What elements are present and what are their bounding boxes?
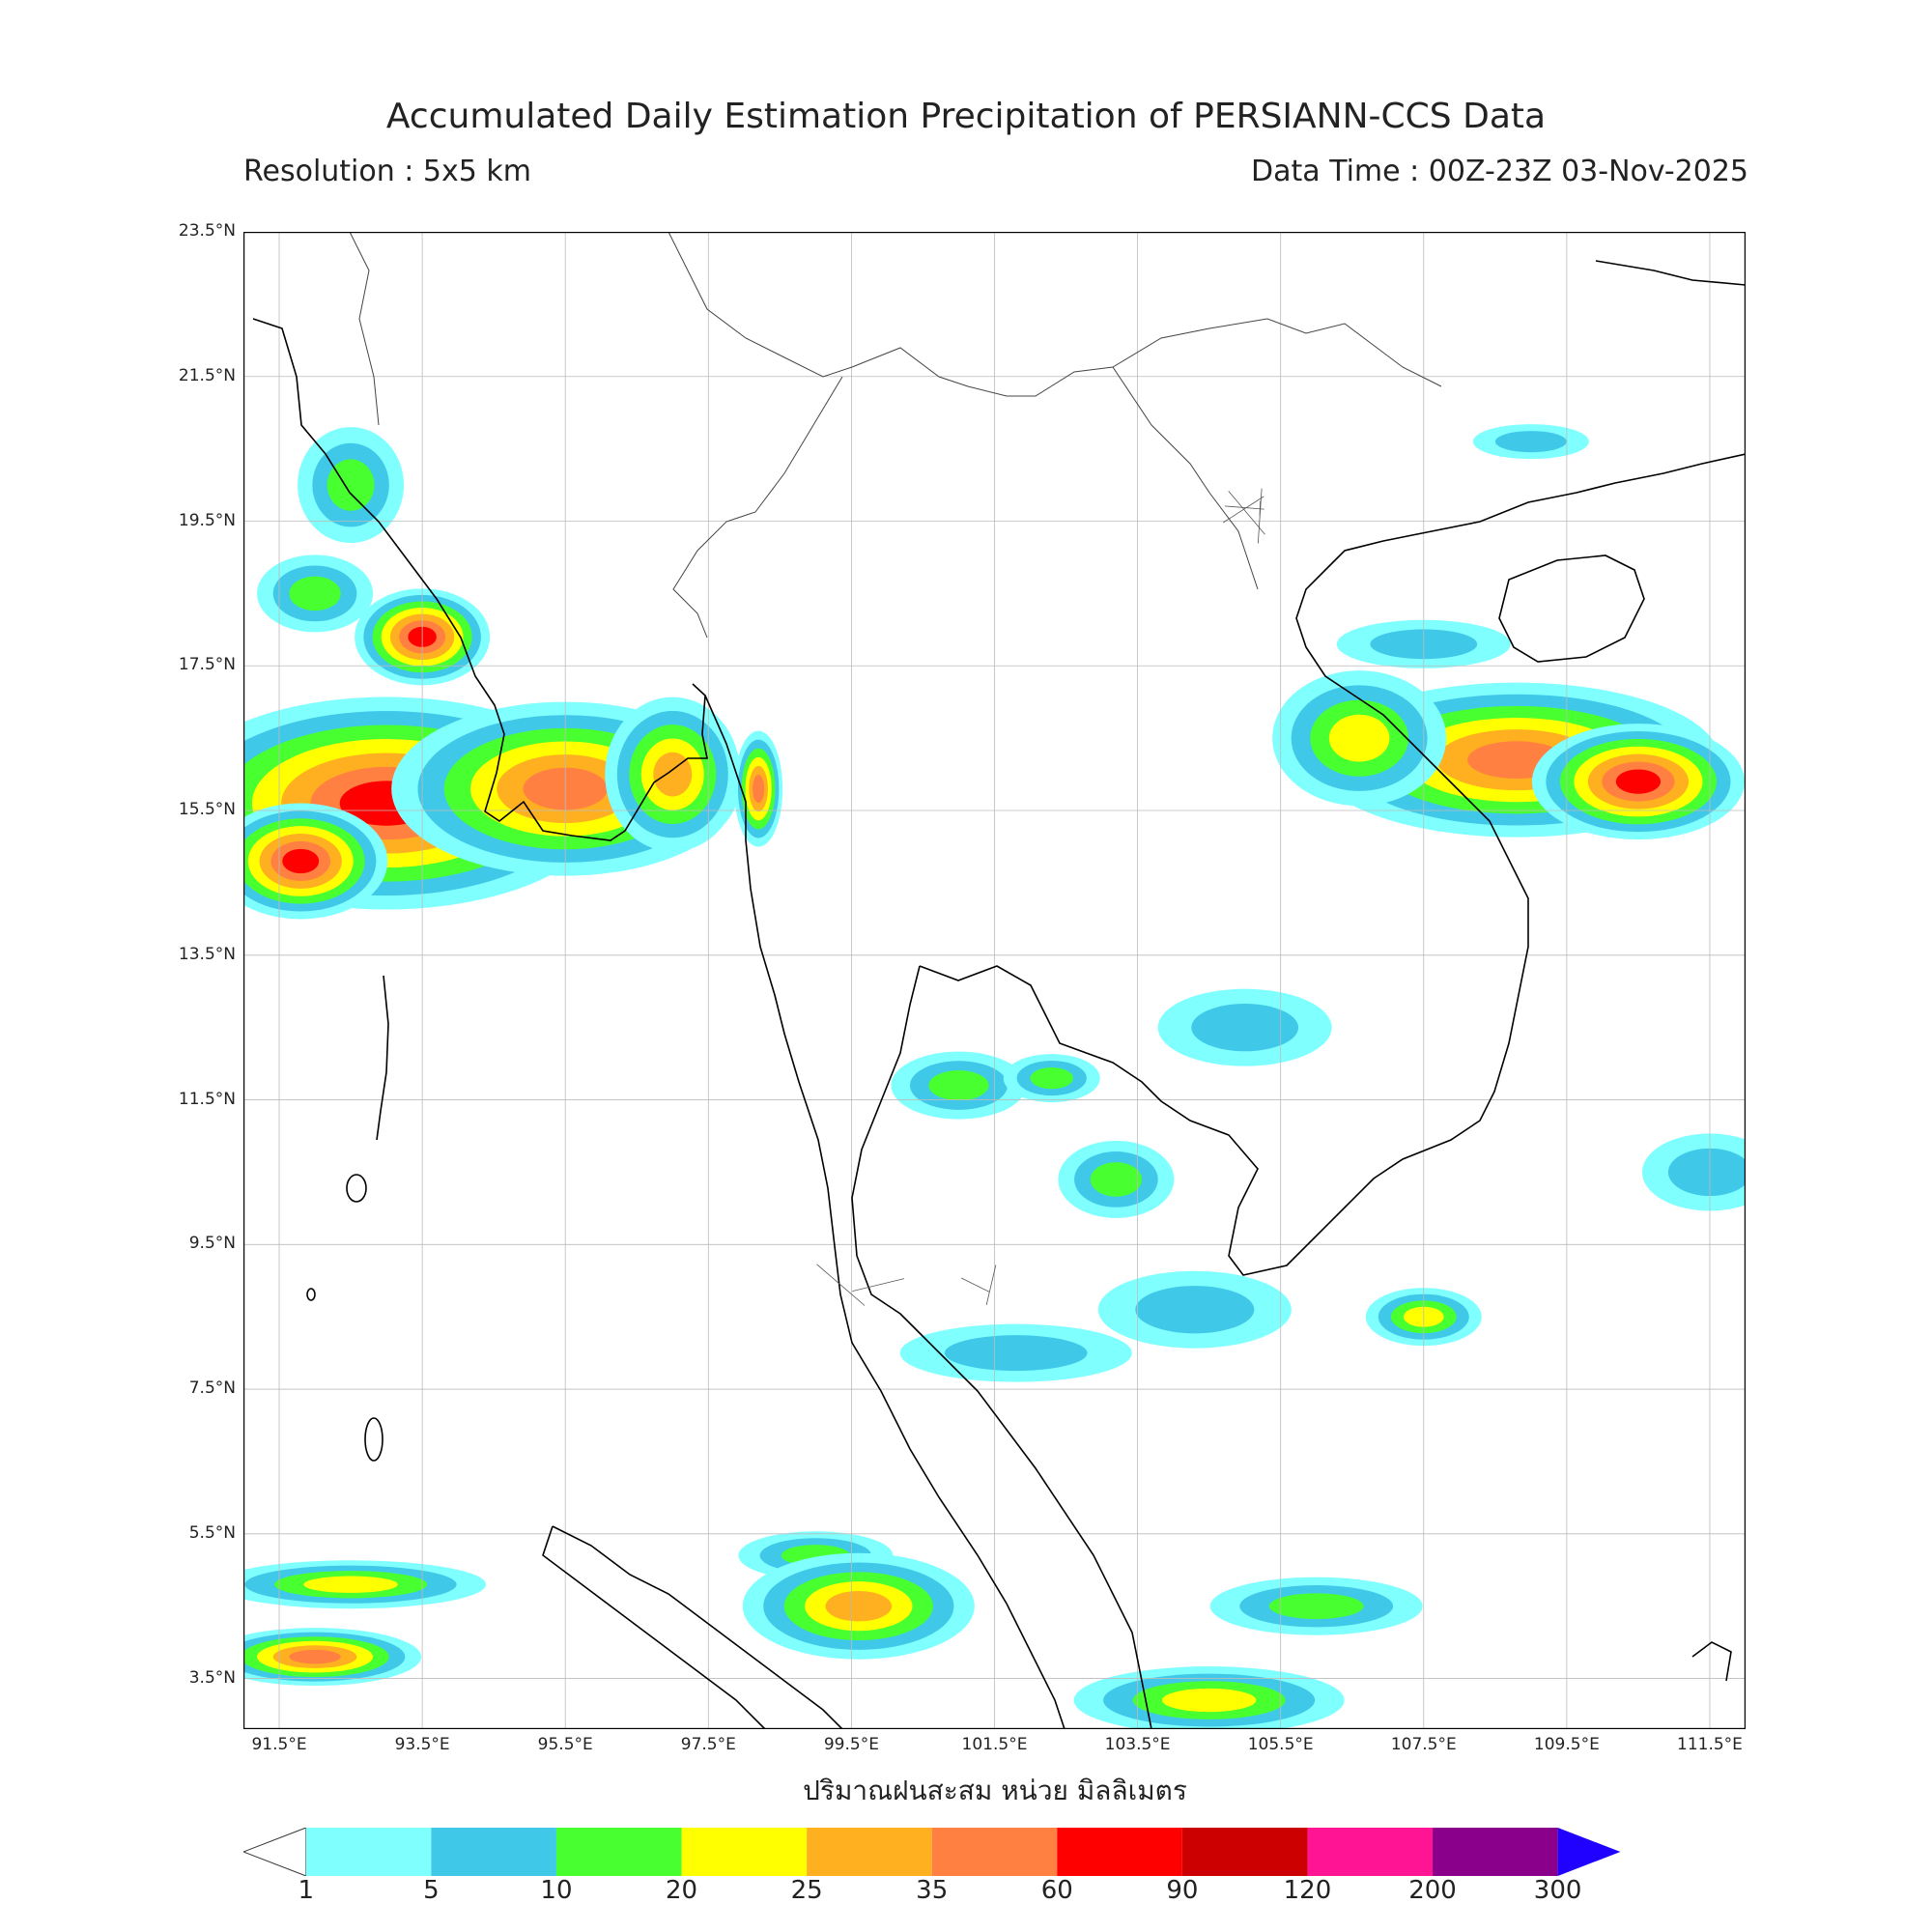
rain-cell: [1615, 769, 1662, 794]
rain-cell: [1090, 1162, 1143, 1197]
colorbar-level-label: 300: [1533, 1876, 1582, 1905]
rain-cell: [1135, 1286, 1255, 1334]
lon-tick-label: 109.5°E: [1533, 1735, 1600, 1754]
lat-tick-label: 19.5°N: [178, 510, 236, 530]
lon-tick-label: 97.5°E: [680, 1735, 736, 1754]
chart-title: Accumulated Daily Estimation Precipitati…: [385, 97, 1547, 136]
colorbar-swatch: [807, 1828, 932, 1876]
province-boundary: [960, 1277, 990, 1293]
lat-tick-label: 3.5°N: [188, 1667, 236, 1688]
rain-cell: [1494, 431, 1567, 453]
rain-cell: [289, 576, 341, 611]
lat-tick-label: 15.5°N: [178, 800, 236, 820]
rain-cell: [1328, 714, 1390, 762]
colorbar-swatch: [931, 1828, 1058, 1876]
colorbar-level-label: 200: [1408, 1876, 1457, 1905]
rain-cell: [1030, 1066, 1073, 1090]
colorbar-under-arrow: [243, 1828, 307, 1876]
province-boundary: [852, 1278, 905, 1292]
x-axis-title: ปริมาณฝนสะสม หน่วย มิลลิเมตร: [803, 1775, 1187, 1806]
lon-tick-label: 95.5°E: [537, 1735, 593, 1754]
province-boundary: [985, 1264, 997, 1305]
colorbar-level-label: 120: [1283, 1876, 1332, 1905]
colorbar-level-label: 20: [665, 1876, 698, 1905]
data-time-label: Data Time : 00Z-23Z 03-Nov-2025: [1251, 155, 1748, 188]
colorbar-swatch: [1433, 1828, 1558, 1876]
rain-cell: [1161, 1688, 1257, 1713]
rain-cell: [327, 459, 375, 511]
colorbar-level-label: 90: [1166, 1876, 1199, 1905]
lat-tick-label: 23.5°N: [178, 221, 236, 241]
lon-tick-label: 93.5°E: [394, 1735, 450, 1754]
colorbar-swatch: [431, 1828, 556, 1876]
rain-cell: [282, 848, 320, 874]
colorbar-level-label: 10: [540, 1876, 573, 1905]
thailand-provinces: [816, 488, 1265, 1306]
province-boundary: [1224, 505, 1264, 510]
colorbar-level-label: 25: [790, 1876, 823, 1905]
rain-cell: [944, 1335, 1088, 1372]
colorbar-swatch: [1307, 1828, 1434, 1876]
lat-tick-label: 13.5°N: [178, 944, 236, 964]
lon-tick-label: 101.5°E: [961, 1735, 1028, 1754]
lon-tick-label: 91.5°E: [251, 1735, 307, 1754]
rain-cell: [825, 1590, 893, 1622]
lon-tick-label: 103.5°E: [1104, 1735, 1171, 1754]
grid-lines: [243, 232, 1746, 1729]
lat-tick-label: 5.5°N: [188, 1522, 236, 1543]
colorbar-swatch: [1181, 1828, 1308, 1876]
lon-tick-label: 107.5°E: [1390, 1735, 1457, 1754]
colorbar-swatch: [305, 1828, 432, 1876]
rain-field: [243, 424, 1746, 1729]
resolution-label: Resolution : 5x5 km: [243, 155, 531, 188]
lon-tick-label: 111.5°E: [1677, 1735, 1743, 1754]
colorbar-swatch: [1057, 1828, 1182, 1876]
colorbar-swatch: [681, 1828, 808, 1876]
lat-tick-label: 11.5°N: [178, 1089, 236, 1109]
lat-tick-label: 17.5°N: [178, 655, 236, 675]
rain-cell: [753, 775, 765, 804]
map-panel[interactable]: 23.5°N 21.5°N 19.5°N 17.5°N 15.5°N 13.5°N 11.5…: [179, 221, 1746, 1754]
colorbar-level-label: 1: [298, 1876, 315, 1905]
colorbar-swatch: [555, 1828, 682, 1876]
rain-cell: [1191, 1004, 1299, 1052]
province-boundary: [1257, 488, 1263, 544]
province-boundary: [816, 1264, 866, 1306]
coastlines: [252, 260, 1746, 1729]
lat-tick-label: 7.5°N: [188, 1378, 236, 1399]
colorbar-over-arrow: [1557, 1828, 1621, 1876]
rain-cell: [289, 1649, 341, 1664]
country-borders: [349, 232, 1442, 639]
rain-cell: [1667, 1148, 1746, 1197]
rain-cell: [303, 1576, 398, 1593]
colorbar-level-label: 35: [916, 1876, 949, 1905]
colorbar-level-label: 5: [423, 1876, 440, 1905]
colorbar-level-label: 60: [1040, 1876, 1073, 1905]
rain-cell: [1268, 1593, 1364, 1620]
rain-cell: [928, 1070, 989, 1101]
lat-tick-label: 21.5°N: [178, 365, 236, 385]
colorbar: [243, 1828, 1621, 1876]
lon-tick-label: 99.5°E: [823, 1735, 879, 1754]
precipitation-map[interactable]: [243, 232, 1746, 1729]
province-boundary: [1222, 496, 1264, 524]
lat-tick-label: 9.5°N: [188, 1234, 236, 1254]
lon-tick-label: 105.5°E: [1247, 1735, 1314, 1754]
